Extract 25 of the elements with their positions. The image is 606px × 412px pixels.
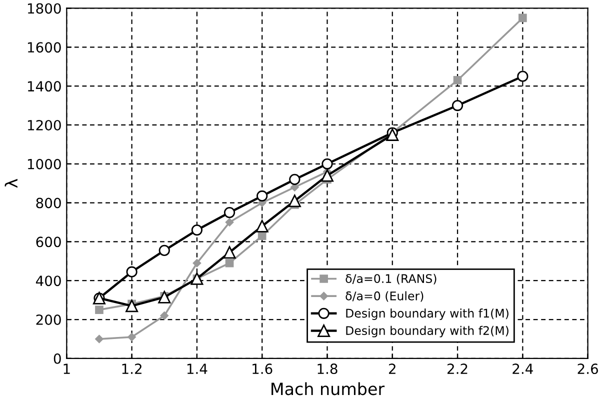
x-tick-label: 2.6 xyxy=(578,364,598,374)
x-axis-title: Mach number xyxy=(272,382,385,396)
y-tick-label: 200 xyxy=(36,314,61,326)
y-tick-label: 1800 xyxy=(28,3,61,14)
legend-label: δ/a=0.1 (RANS) xyxy=(346,274,436,284)
x-tick-label: 1.8 xyxy=(318,364,338,374)
y-tick-label: 1600 xyxy=(28,42,61,53)
y-axis-title: λ xyxy=(4,178,18,188)
y-tick-label: 800 xyxy=(36,198,61,208)
x-tick-label: 2 xyxy=(388,364,396,374)
legend-label: Design boundary with f2(M) xyxy=(346,326,508,338)
y-tick-label: 1200 xyxy=(28,120,61,130)
y-tick-label: 0 xyxy=(54,353,61,364)
y-tick-label: 600 xyxy=(36,236,61,248)
x-tick-label: 1.2 xyxy=(122,364,142,374)
y-tick-label: 400 xyxy=(36,276,61,286)
x-tick-label: 2.4 xyxy=(512,364,533,374)
y-tick-label: 1400 xyxy=(28,81,61,92)
x-tick-label: 2.2 xyxy=(448,364,468,374)
legend-label: δ/a=0 (Euler) xyxy=(346,291,424,302)
x-tick-label: 1 xyxy=(64,364,70,374)
x-tick-label: 1.6 xyxy=(252,364,272,374)
x-tick-label: 1.4 xyxy=(187,364,208,374)
y-tick-label: 1000 xyxy=(28,158,61,170)
legend-label: Design boundary with f1(M) xyxy=(346,308,508,320)
